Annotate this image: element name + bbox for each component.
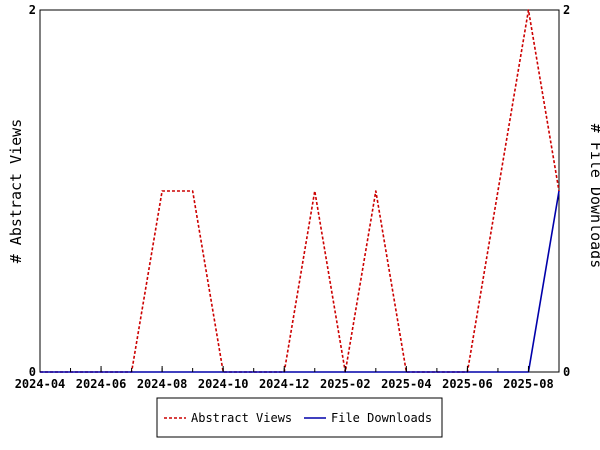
y-tick-label-left: 0 (29, 365, 36, 379)
legend: Abstract Views File Downloads (156, 397, 443, 438)
x-tick-label: 2025-08 (503, 377, 554, 391)
x-tick-label: 2025-04 (381, 377, 432, 391)
y-axis-title-left: # Abstract Views (7, 119, 25, 264)
y-tick-label-right: 2 (563, 3, 570, 17)
legend-label-abstract-views: Abstract Views (191, 411, 292, 425)
y-tick-label-right: 0 (563, 365, 570, 379)
series-line-file-downloads (40, 190, 560, 373)
series-layer (40, 9, 560, 373)
x-tick-label: 2025-02 (320, 377, 371, 391)
y-axis-title-right: # File Downloads (587, 124, 600, 269)
x-tick-label: 2024-12 (259, 377, 310, 391)
x-tick-label: 2024-08 (137, 377, 188, 391)
x-tick-label: 2024-04 (15, 377, 66, 391)
plot-area (39, 9, 560, 373)
legend-label-file-downloads: File Downloads (331, 411, 432, 425)
x-tick-label: 2025-06 (442, 377, 493, 391)
x-tick-label: 2024-06 (76, 377, 127, 391)
axes-layer: 2024-04 2024-06 2024-08 2024-10 2024-12 2025-… (15, 3, 571, 391)
y-tick-label-left: 2 (29, 3, 36, 17)
plot-frame (39, 9, 560, 373)
x-tick-label: 2024-10 (198, 377, 249, 391)
legend-box (156, 397, 443, 438)
